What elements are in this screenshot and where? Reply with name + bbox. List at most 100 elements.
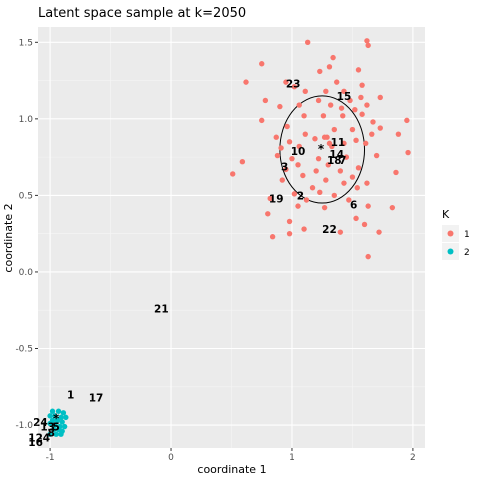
data-point-k1: [326, 64, 333, 70]
data-point-k1: [283, 79, 289, 85]
data-point-k1: [343, 154, 350, 160]
data-point-k1: [364, 38, 370, 44]
y-tick-label: 1.0: [19, 115, 34, 125]
point-label: 23: [286, 79, 301, 91]
point-label: 6: [350, 200, 357, 212]
data-point-k1: [243, 79, 249, 85]
data-point-k1: [359, 82, 365, 88]
data-point-k2: [52, 422, 58, 428]
data-point-k2: [60, 410, 67, 416]
data-point-k1: [302, 88, 308, 94]
data-point-k1: [313, 168, 319, 174]
y-tick-label: 1.5: [19, 38, 33, 48]
data-point-k1: [274, 152, 281, 159]
data-point-k1: [321, 134, 328, 140]
data-point-k1: [355, 165, 362, 171]
data-point-k1: [337, 229, 344, 235]
point-label: 12: [28, 432, 43, 444]
x-tick-label: -1: [46, 453, 55, 463]
data-point-k1: [358, 94, 364, 101]
data-point-k1: [277, 103, 283, 110]
data-point-k1: [355, 67, 362, 73]
data-point-k1: [361, 221, 368, 228]
data-point-k2: [58, 414, 64, 421]
data-point-k1: [273, 134, 279, 140]
data-point-k1: [352, 106, 358, 113]
data-point-k1: [364, 102, 370, 108]
y-tick-label: -0.5: [15, 344, 33, 354]
data-point-k1: [389, 204, 396, 211]
data-point-k1: [395, 131, 402, 137]
x-axis-title: coordinate 1: [197, 463, 266, 476]
data-point-k1: [295, 203, 301, 209]
data-point-k1: [331, 192, 337, 199]
data-point-k1: [353, 215, 359, 222]
point-label: 7: [339, 155, 346, 167]
data-point-k1: [278, 145, 284, 151]
legend: K 1 2: [442, 208, 470, 260]
data-point-k1: [267, 195, 273, 202]
data-point-k1: [269, 234, 276, 240]
point-label: 11: [331, 137, 346, 149]
data-point-k1: [353, 137, 359, 143]
data-point-k1: [239, 159, 246, 165]
data-point-k1: [369, 131, 375, 137]
point-label: 16: [28, 437, 43, 449]
data-point-k1: [347, 97, 353, 104]
y-tick-label: 0.0: [19, 268, 34, 278]
data-point-k1: [330, 54, 336, 61]
point-label: 15: [337, 91, 352, 103]
data-point-k1: [291, 84, 298, 90]
point-label: 24: [33, 417, 48, 429]
data-point-k1: [283, 166, 289, 173]
data-point-k1: [317, 189, 323, 196]
data-point-k1: [365, 253, 371, 260]
data-point-k1: [338, 105, 345, 111]
data-point-k1: [289, 155, 295, 162]
data-point-k2: [47, 431, 53, 437]
data-point-k1: [279, 177, 285, 183]
point-label: 13: [40, 422, 55, 434]
data-point-k2: [58, 431, 64, 437]
point-label: 22: [322, 224, 337, 236]
y-axis-title: coordinate 2: [2, 203, 15, 272]
data-point-k1: [262, 97, 269, 104]
legend-label: 2: [464, 248, 470, 258]
x-tick-label: 0: [168, 453, 174, 463]
data-point-k1: [334, 79, 340, 85]
data-point-k1: [377, 125, 383, 131]
data-point-k1: [404, 117, 410, 124]
y-tick-label: 0.5: [19, 191, 33, 201]
point-label: 17: [89, 392, 104, 404]
data-point-k1: [323, 88, 329, 94]
points-group: [47, 38, 411, 437]
point-label: 2: [297, 190, 304, 202]
data-point-k1: [325, 162, 331, 168]
data-point-k1: [323, 177, 329, 183]
data-point-k1: [296, 143, 302, 150]
data-point-k1: [291, 191, 298, 197]
point-label: 4: [43, 432, 50, 444]
data-point-k1: [259, 117, 265, 124]
centroid-marker: *: [318, 142, 325, 156]
data-point-k1: [340, 113, 346, 119]
x-tick-label: 1: [289, 453, 295, 463]
data-point-k1: [296, 102, 302, 108]
y-tick-label: -1.0: [15, 421, 33, 431]
data-point-k1: [317, 68, 323, 75]
point-label: 14: [329, 149, 344, 161]
data-point-k1: [346, 197, 352, 203]
data-point-k2: [47, 413, 53, 419]
data-point-k1: [376, 229, 382, 235]
data-point-k1: [230, 171, 236, 177]
data-point-k1: [286, 230, 293, 237]
data-point-k2: [52, 413, 58, 419]
data-point-k1: [365, 42, 371, 49]
data-point-k1: [405, 149, 411, 156]
point-label: 10: [291, 146, 306, 158]
data-point-k2: [63, 414, 69, 421]
grid: [38, 27, 425, 448]
data-point-k2: [59, 419, 65, 425]
